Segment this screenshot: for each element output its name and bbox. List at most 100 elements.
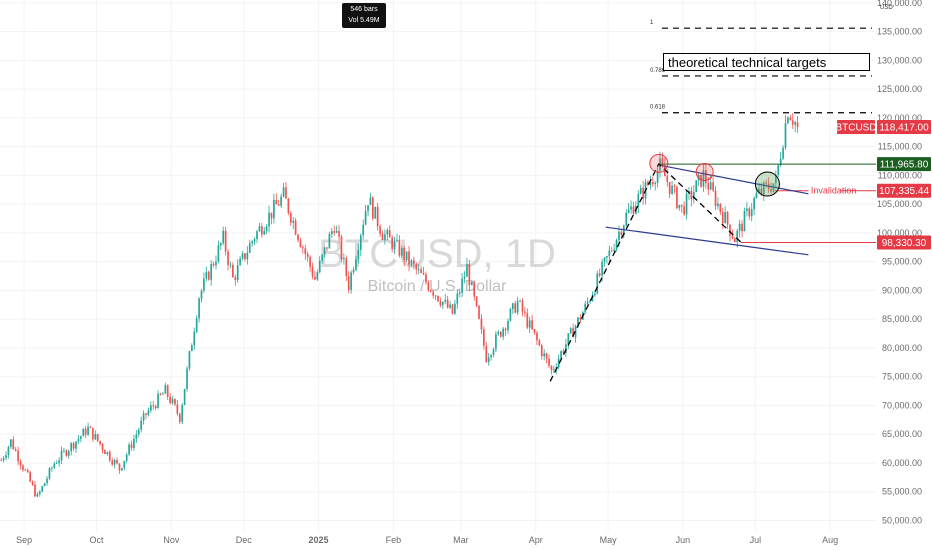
candle-body [244, 253, 246, 260]
candle-body [282, 187, 285, 197]
y-tick-label: 125,000.00 [877, 84, 922, 94]
candle-body [683, 206, 685, 215]
candle-body [468, 264, 471, 286]
candle-body [72, 443, 75, 449]
candle-body [511, 303, 514, 310]
candle-body [483, 329, 485, 346]
candle-body [736, 230, 739, 243]
x-tick-label: Jun [676, 535, 691, 545]
candle-body [111, 460, 114, 465]
candle-body [673, 185, 676, 188]
y-tick-label: 130,000.00 [877, 55, 922, 65]
candle-body [589, 300, 591, 302]
candle-body [733, 238, 736, 243]
candle-body [236, 265, 239, 280]
candle-body [504, 328, 507, 331]
candle-body [60, 450, 63, 461]
candle-body [352, 269, 355, 273]
candle-body [212, 263, 215, 266]
level-tag-bg [877, 183, 931, 198]
candle-body [241, 253, 244, 259]
candle-body [552, 369, 555, 371]
candle-body [417, 269, 420, 270]
channel-upper-line [658, 164, 809, 195]
invalidation-note: Invalidation [811, 186, 857, 196]
candle-body [159, 393, 162, 395]
highlight-circle [695, 162, 714, 181]
candle-body [794, 122, 797, 125]
candle-body [458, 292, 461, 294]
candle-body [106, 451, 109, 455]
candle-body [615, 239, 618, 250]
candle-body [152, 405, 155, 407]
candle-body [750, 209, 753, 217]
candle-body [454, 303, 456, 314]
candle-body [637, 193, 640, 207]
candle-body [719, 203, 722, 212]
breakout-circle [754, 171, 780, 197]
candle-body [292, 220, 295, 223]
symbol-tag-bg [837, 120, 875, 135]
candle-body [586, 301, 589, 304]
candle-body [548, 358, 550, 366]
candle-body [128, 444, 130, 455]
candle-body [456, 293, 459, 304]
candle-body [661, 158, 664, 166]
candle-body [439, 301, 442, 306]
candle-body [205, 271, 208, 279]
fib-level-label: 0.786 [650, 68, 666, 74]
bars-info-tooltip: 546 bars Vol 5.49M [342, 3, 386, 28]
candle-body [374, 206, 377, 219]
candle-body [46, 478, 48, 484]
candle-body [367, 205, 369, 212]
candle-body [490, 355, 492, 358]
candles[interactable] [0, 113, 799, 498]
candle-body [463, 276, 466, 279]
price-axis[interactable]: 50,000.00 55,000.00 60,000.00 65,000.00 70,0… [877, 0, 922, 525]
candle-body [746, 208, 748, 212]
candle-body [123, 460, 126, 469]
candle-body [171, 399, 174, 403]
candle-body [142, 413, 145, 421]
candle-body [316, 272, 319, 280]
candle-body [96, 434, 99, 441]
candle-body [289, 212, 292, 223]
candle-body [5, 455, 7, 459]
candle-body [441, 301, 444, 306]
candle-body [323, 247, 326, 255]
candle-body [748, 208, 751, 217]
candle-body [538, 340, 541, 346]
candle-body [34, 484, 36, 497]
candle-body [164, 385, 167, 394]
candle-body [514, 303, 517, 313]
candle-body [502, 328, 505, 337]
time-axis[interactable]: Sep Oct Nov Dec 2025 Feb Mar Apr May Jun Jul Aug [16, 535, 838, 545]
candle-body [550, 365, 553, 371]
candle-body [343, 257, 345, 260]
candle-body [379, 226, 381, 234]
candle-body [663, 165, 666, 177]
candle-body [22, 465, 24, 470]
candle-body [712, 182, 714, 191]
x-tick-label: 2025 [309, 535, 329, 545]
candle-body [656, 170, 659, 183]
candle-body [666, 176, 669, 182]
candle-body [299, 240, 302, 248]
y-tick-label: 85,000.00 [882, 314, 922, 324]
drawings[interactable]: 1 0.786 0.618 Invalidation [549, 20, 876, 382]
candle-body [14, 449, 17, 451]
candle-body [369, 197, 372, 206]
candle-body [333, 231, 336, 233]
candle-body [384, 234, 386, 240]
candle-body [647, 181, 649, 186]
candle-body [446, 299, 449, 308]
candle-body [524, 311, 526, 313]
candle-body [676, 187, 678, 209]
candle-body [639, 187, 642, 194]
candle-body [191, 345, 193, 352]
candle-body [584, 303, 587, 313]
level-tag-bg [877, 157, 931, 172]
candle-body [99, 440, 101, 445]
x-tick-label: Apr [529, 535, 543, 545]
